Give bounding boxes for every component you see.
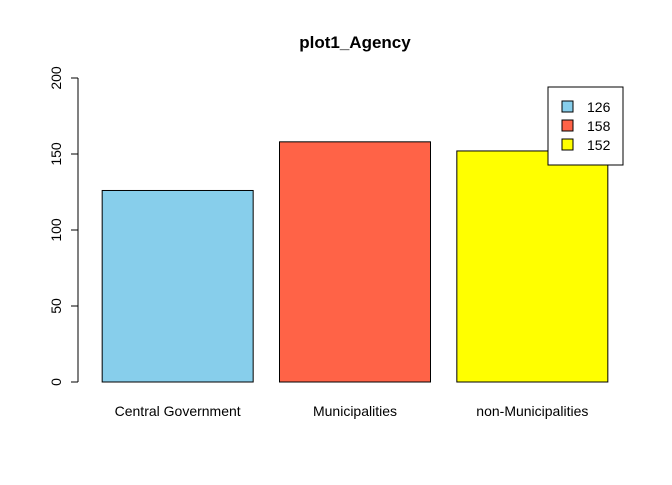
y-tick-label: 150 xyxy=(48,142,64,166)
bars-group xyxy=(101,141,609,383)
y-tick-label: 100 xyxy=(48,218,64,242)
legend-swatch xyxy=(561,100,574,113)
legend-label: 158 xyxy=(587,118,611,134)
bar-municipalities xyxy=(279,141,431,383)
y-tick-label: 0 xyxy=(48,378,64,386)
category-label: Central Government xyxy=(115,403,241,419)
category-label: non-Municipalities xyxy=(476,403,588,419)
category-labels: Central Government Municipalities non-Muni… xyxy=(115,403,589,419)
bar-non-municipalities xyxy=(456,150,609,383)
legend-label: 152 xyxy=(587,137,611,153)
legend-box xyxy=(547,86,624,166)
y-tick-label: 50 xyxy=(48,298,64,314)
y-tick-label: 200 xyxy=(48,66,64,90)
legend-swatch xyxy=(561,138,574,151)
bar-central-government xyxy=(101,189,254,383)
y-axis: 0 50 100 150 200 xyxy=(48,66,79,386)
category-label: Municipalities xyxy=(313,403,397,419)
chart-title: plot1_Agency xyxy=(299,33,411,52)
legend-label: 126 xyxy=(587,99,611,115)
legend-swatch xyxy=(561,119,574,132)
legend: 126 158 152 xyxy=(547,86,624,166)
